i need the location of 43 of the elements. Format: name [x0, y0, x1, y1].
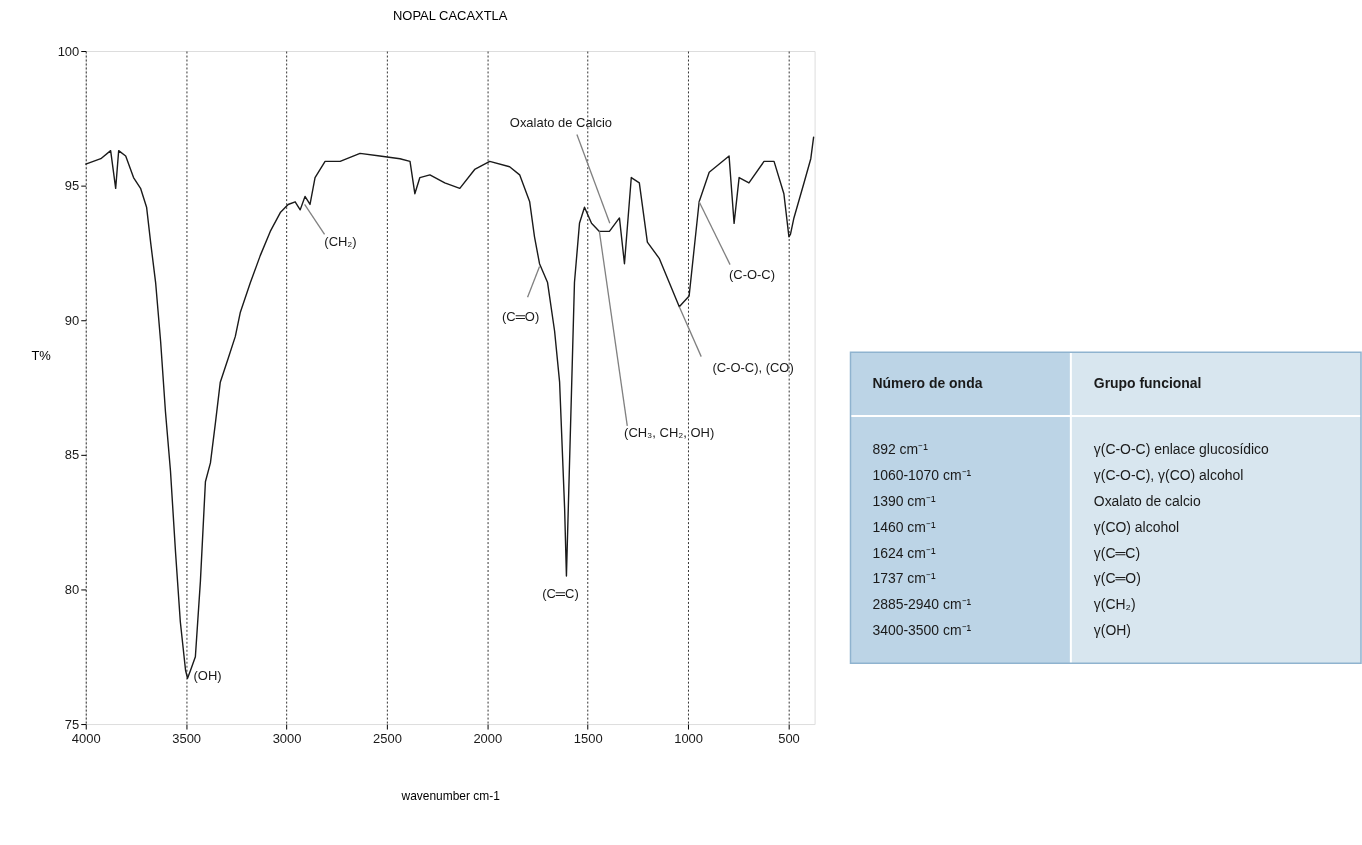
text: 1737 cm⁻¹ — [872, 570, 936, 587]
annotation: (C-O-C) — [728, 266, 776, 282]
x-tick-label: 3000 — [272, 731, 302, 747]
annotation: Oxalato de Calcio — [509, 114, 613, 130]
text: γ(C-O-C), γ(CO) alcohol — [1093, 466, 1244, 483]
text: Grupo funcional — [1093, 375, 1202, 392]
y-tick-label: 75 — [64, 716, 80, 732]
annotation: (CH₃, CH₂, OH) — [624, 424, 715, 440]
annotation: (CH₂) — [324, 234, 357, 250]
text: γ(C═C) — [1093, 544, 1141, 561]
annotation: (C═C) — [542, 585, 579, 601]
text: 2885-2940 cm⁻¹ — [872, 596, 972, 613]
text: 3400-3500 cm⁻¹ — [872, 622, 972, 639]
annotation: (C-O-C), (CO) — [712, 359, 794, 375]
text: Oxalato de calcio — [1093, 492, 1201, 509]
text: 1060-1070 cm⁻¹ — [872, 466, 972, 483]
text: Número de onda — [872, 375, 983, 392]
x-tick-label: 500 — [778, 731, 800, 747]
x-tick-label: 2500 — [373, 731, 402, 747]
x-tick-label: 3500 — [172, 731, 202, 747]
text: 1390 cm⁻¹ — [872, 492, 936, 509]
text: γ(C-O-C) enlace glucosídico — [1093, 440, 1270, 457]
x-tick-label: 2000 — [473, 731, 503, 747]
text: γ(C═O) — [1093, 570, 1141, 587]
text: γ(OH) — [1093, 622, 1131, 639]
x-tick-label: 1000 — [674, 731, 704, 747]
text: γ(CO) alcohol — [1093, 518, 1179, 535]
annotation: (C═O) — [501, 309, 540, 325]
x-tick-label: 1500 — [573, 731, 603, 747]
text: 1460 cm⁻¹ — [872, 518, 936, 535]
x-axis-title: wavenumber cm-1 — [400, 789, 501, 804]
annotation: (OH) — [193, 668, 222, 684]
y-tick-label: 80 — [64, 581, 80, 597]
text: γ(CH₂) — [1093, 596, 1136, 613]
y-tick-label: 95 — [64, 178, 80, 194]
y-axis-title: T% — [31, 348, 52, 364]
chart-title: NOPAL CACAXTLA — [392, 8, 508, 24]
y-tick-label: 90 — [64, 312, 80, 328]
x-tick-label: 4000 — [71, 731, 101, 747]
y-tick-label: 85 — [64, 447, 80, 463]
y-tick-label: 100 — [57, 43, 80, 59]
text: 892 cm⁻¹ — [872, 440, 929, 457]
text: 1624 cm⁻¹ — [872, 544, 936, 561]
